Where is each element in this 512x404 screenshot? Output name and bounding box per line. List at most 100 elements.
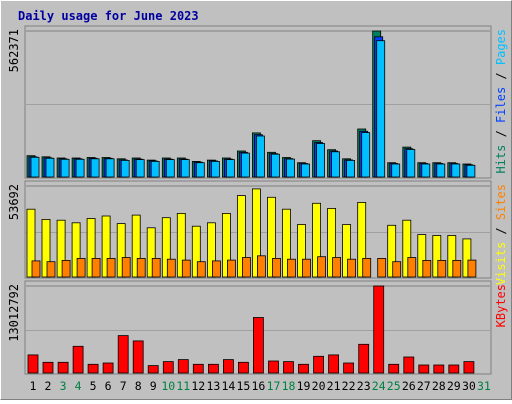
bar-pages-day-22 xyxy=(346,159,356,178)
bar-sites-day-21 xyxy=(332,257,342,278)
bar-visits-day-26 xyxy=(402,219,412,278)
day-label-19: 19 xyxy=(297,379,311,393)
y-max-label: 13012792 xyxy=(7,284,21,342)
day-label-15: 15 xyxy=(236,379,250,393)
day-label-7: 7 xyxy=(120,379,127,393)
bar-kbytes-day-14 xyxy=(222,359,234,374)
bar-kbytes-day-5 xyxy=(87,363,99,374)
bar-sites-day-16 xyxy=(256,255,266,278)
legend-entry: KBytes xyxy=(494,284,508,327)
bar-visits-day-3 xyxy=(56,219,66,278)
legend-entry: / xyxy=(494,220,508,242)
bar-sites-day-3 xyxy=(61,259,71,278)
bar-pages-day-28 xyxy=(436,163,446,178)
day-axis-labels: 1 2 3 4 5 6 7 8 9 10 11 12 13 14 15 16 17 18 19 20 21 22 23 24 2… xyxy=(30,379,491,393)
day-label-25: 25 xyxy=(387,379,401,393)
day-label-22: 22 xyxy=(342,379,356,393)
day-label-27: 27 xyxy=(417,379,431,393)
bar-visits-day-8 xyxy=(131,214,141,278)
bar-visits-day-27 xyxy=(417,234,427,278)
bar-sites-day-15 xyxy=(241,257,251,278)
bar-visits-day-17 xyxy=(267,196,276,278)
bar-pages-day-18 xyxy=(286,158,295,178)
legend-entry: / xyxy=(494,65,508,87)
day-label-6: 6 xyxy=(105,379,112,393)
bar-sites-day-26 xyxy=(407,257,417,278)
bar-kbytes-day-27 xyxy=(418,364,430,374)
bar-sites-day-29 xyxy=(452,259,462,278)
legend-entry: Files xyxy=(494,87,508,123)
panel-visits-sites: 53692 Visits / Sites xyxy=(7,180,508,285)
day-label-14: 14 xyxy=(221,379,235,393)
bar-sites-day-30 xyxy=(467,259,477,278)
bar-pages-day-12 xyxy=(195,162,205,178)
bar-visits-day-12 xyxy=(191,225,201,278)
bar-sites-day-25 xyxy=(392,261,402,278)
bar-pages-day-27 xyxy=(421,163,431,178)
bar-visits-day-30 xyxy=(462,238,472,278)
day-label-4: 4 xyxy=(75,379,82,393)
legend-entry: / xyxy=(494,123,508,145)
legend-label: Visits / Sites xyxy=(494,184,508,285)
bar-pages-day-14 xyxy=(225,159,235,178)
day-label-26: 26 xyxy=(402,379,416,393)
day-label-29: 29 xyxy=(447,379,461,393)
bar-visits-day-25 xyxy=(387,224,397,278)
bar-visits-day-15 xyxy=(236,195,246,278)
bar-kbytes-day-29 xyxy=(448,364,460,374)
bar-sites-day-23 xyxy=(362,257,372,278)
chart-title: Daily usage for June 2023 xyxy=(18,9,199,23)
bar-visits-day-20 xyxy=(312,202,322,278)
bar-kbytes-day-26 xyxy=(403,356,415,374)
bar-visits-day-14 xyxy=(221,212,231,278)
day-label-2: 2 xyxy=(45,379,52,393)
bar-visits-day-23 xyxy=(357,201,367,278)
bar-kbytes-day-15 xyxy=(237,361,249,374)
day-label-9: 9 xyxy=(150,379,157,393)
bar-visits-day-21 xyxy=(327,207,337,278)
bar-sites-day-2 xyxy=(46,261,56,278)
day-label-31: 31 xyxy=(477,379,491,393)
bar-pages-day-1 xyxy=(30,156,40,178)
bar-sites-day-1 xyxy=(31,260,41,278)
bar-sites-day-5 xyxy=(91,257,101,278)
y-max-label: 562371 xyxy=(7,29,21,72)
bar-visits-day-19 xyxy=(297,224,306,278)
bar-sites-day-20 xyxy=(317,256,327,278)
bar-kbytes-day-9 xyxy=(147,365,159,374)
bar-pages-day-3 xyxy=(60,158,70,178)
bar-pages-day-13 xyxy=(210,160,220,178)
bar-sites-day-27 xyxy=(422,259,432,278)
day-label-3: 3 xyxy=(60,379,67,393)
bar-kbytes-day-13 xyxy=(207,363,219,374)
bar-visits-day-7 xyxy=(116,223,126,278)
legend-entry: Pages xyxy=(494,29,508,65)
legend-entry: Hits xyxy=(494,145,508,174)
bar-pages-day-10 xyxy=(165,159,175,178)
bar-visits-day-10 xyxy=(161,217,171,278)
day-label-23: 23 xyxy=(357,379,371,393)
bar-kbytes-day-12 xyxy=(192,363,204,374)
bar-pages-day-16 xyxy=(255,135,265,178)
bar-visits-day-22 xyxy=(342,224,352,278)
bar-pages-day-30 xyxy=(466,164,476,178)
bar-pages-day-15 xyxy=(240,152,250,178)
bar-visits-day-18 xyxy=(282,208,291,278)
day-label-11: 11 xyxy=(176,379,190,393)
panel-kbytes: 13012792 KBytes xyxy=(7,280,508,375)
bar-kbytes-day-2 xyxy=(42,361,54,374)
bar-pages-day-2 xyxy=(45,157,55,178)
bar-sites-day-17 xyxy=(272,257,281,278)
bar-sites-day-24 xyxy=(377,257,387,278)
bar-pages-day-4 xyxy=(75,158,85,178)
bar-kbytes-day-8 xyxy=(132,340,144,374)
bar-kbytes-day-1 xyxy=(27,354,39,374)
bar-kbytes-day-28 xyxy=(433,364,445,374)
series-pages xyxy=(30,40,476,178)
bar-kbytes-day-16 xyxy=(252,317,264,374)
bar-visits-day-9 xyxy=(146,227,156,278)
bar-kbytes-day-3 xyxy=(57,361,69,374)
day-label-18: 18 xyxy=(282,379,296,393)
